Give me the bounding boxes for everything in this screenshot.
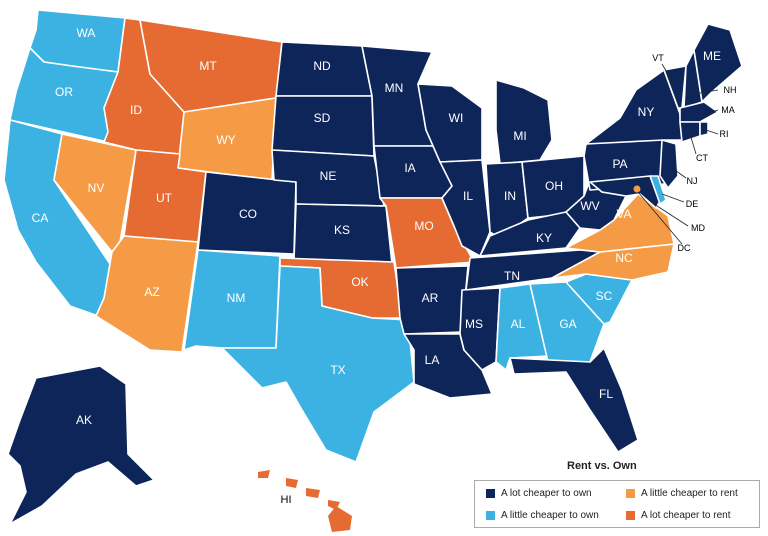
state-CT[interactable] xyxy=(679,121,701,143)
label-VT: VT xyxy=(652,53,664,63)
leader-ma xyxy=(705,109,719,115)
state-MA[interactable] xyxy=(679,101,719,123)
leader-nh xyxy=(693,89,719,95)
label-CA: CA xyxy=(31,211,49,225)
leader-de xyxy=(661,193,685,203)
label-MT: MT xyxy=(199,59,217,73)
label-FL: FL xyxy=(598,387,614,401)
state-GA[interactable] xyxy=(529,281,605,363)
label-NH: NH xyxy=(723,85,737,95)
label-GA: GA xyxy=(559,317,577,331)
legend-item-little-rent: A little cheaper to rent xyxy=(626,488,738,499)
label-MO: MO xyxy=(414,219,434,233)
leader-md xyxy=(653,203,689,227)
label-RI: RI xyxy=(719,129,729,139)
label-ND: ND xyxy=(313,59,331,73)
label-KY: KY xyxy=(535,231,553,245)
leader-nj xyxy=(671,167,687,179)
label-NJ: NJ xyxy=(686,176,698,186)
legend-swatch-lot-rent xyxy=(626,511,635,520)
label-MI: MI xyxy=(513,129,527,143)
label-SD: SD xyxy=(313,111,331,125)
label-NY: NY xyxy=(637,105,655,119)
leader-ri xyxy=(705,129,719,135)
label-WI: WI xyxy=(448,111,464,125)
label-CO: CO xyxy=(239,207,257,221)
label-WY: WY xyxy=(216,133,236,147)
label-HI: HI xyxy=(280,494,292,506)
label-OH: OH xyxy=(545,179,563,193)
label-IL: IL xyxy=(462,189,474,203)
label-MA: MA xyxy=(721,105,735,115)
state-TX[interactable] xyxy=(221,265,415,463)
label-AL: AL xyxy=(510,317,526,331)
state-AK[interactable] xyxy=(7,365,155,525)
label-MN: MN xyxy=(384,81,404,95)
legend-swatch-lot-own xyxy=(486,489,495,498)
leader-dc xyxy=(637,191,683,245)
legend-swatch-little-rent xyxy=(626,489,635,498)
state-MI[interactable] xyxy=(495,79,553,165)
state-DE[interactable] xyxy=(649,175,667,205)
label-TX: TX xyxy=(330,363,346,377)
label-NV: NV xyxy=(87,181,105,195)
state-SC[interactable] xyxy=(565,273,633,325)
label-OR: OR xyxy=(55,85,73,99)
label-IN: IN xyxy=(504,189,516,203)
label-MD: MD xyxy=(691,223,705,233)
label-WV: WV xyxy=(580,199,600,213)
leader-vt xyxy=(661,63,675,85)
legend-item-little-own: A little cheaper to own xyxy=(486,510,599,521)
state-SD[interactable] xyxy=(271,95,375,157)
legend-label-lot-rent: A lot cheaper to rent xyxy=(641,510,731,521)
state-DC[interactable] xyxy=(633,185,641,193)
state-AR[interactable] xyxy=(395,265,469,335)
label-CT: CT xyxy=(696,153,708,163)
label-MS: MS xyxy=(465,317,483,331)
legend-title: Rent vs. Own xyxy=(567,460,637,472)
label-NM: NM xyxy=(226,291,246,305)
label-IA: IA xyxy=(404,161,416,175)
label-VA: VA xyxy=(616,207,632,221)
state-RI[interactable] xyxy=(699,121,709,137)
legend-item-lot-own: A lot cheaper to own xyxy=(486,488,592,499)
state-NJ[interactable] xyxy=(659,139,679,189)
label-KS: KS xyxy=(333,223,351,237)
label-TN: TN xyxy=(504,269,520,283)
label-WA: WA xyxy=(76,26,96,40)
state-HI[interactable] xyxy=(258,470,352,532)
label-LA: LA xyxy=(424,353,440,367)
legend-label-lot-own: A lot cheaper to own xyxy=(501,488,592,499)
legend-label-little-rent: A little cheaper to rent xyxy=(641,488,738,499)
legend-item-lot-rent: A lot cheaper to rent xyxy=(626,510,731,521)
state-FL[interactable] xyxy=(509,347,639,453)
label-ID: ID xyxy=(130,103,142,117)
leader-ct xyxy=(689,133,697,155)
label-ME: ME xyxy=(703,49,721,63)
label-DC: DC xyxy=(677,243,691,253)
label-AZ: AZ xyxy=(144,285,160,299)
state-IL[interactable] xyxy=(439,159,491,257)
label-UT: UT xyxy=(156,191,172,205)
label-AR: AR xyxy=(421,291,439,305)
legend-box xyxy=(474,480,760,528)
label-SC: SC xyxy=(595,289,613,303)
label-OK: OK xyxy=(351,275,369,289)
label-NC: NC xyxy=(615,251,633,265)
label-DE: DE xyxy=(685,199,699,209)
legend-label-little-own: A little cheaper to own xyxy=(501,510,599,521)
label-PA: PA xyxy=(612,157,628,171)
state-AZ[interactable] xyxy=(95,235,199,353)
legend-swatch-little-own xyxy=(486,511,495,520)
label-AK: AK xyxy=(75,413,93,427)
label-NE: NE xyxy=(319,169,337,183)
